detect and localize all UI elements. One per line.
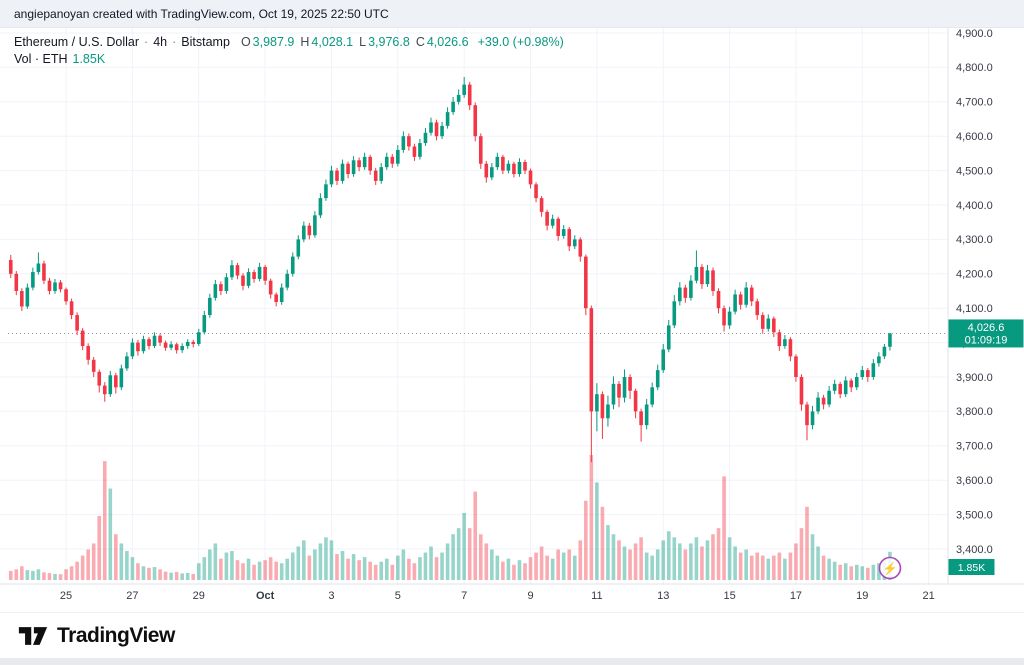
tradingview-logo-icon[interactable] bbox=[18, 623, 48, 649]
time-axis-label: 17 bbox=[790, 590, 802, 602]
boost-icon: ⚡ bbox=[878, 556, 902, 580]
high-letter: H bbox=[300, 35, 310, 49]
exchange-label[interactable]: Bitstamp bbox=[181, 35, 230, 49]
symbol-title[interactable]: Ethereum / U.S. Dollar bbox=[14, 35, 140, 49]
price-axis-label: 4,500.0 bbox=[956, 165, 993, 177]
price-axis-label: 3,800.0 bbox=[956, 406, 993, 418]
open-value: 3,987.9 bbox=[252, 35, 295, 49]
svg-text:⚡: ⚡ bbox=[882, 562, 897, 576]
close-value: 4,026.6 bbox=[426, 35, 469, 49]
price-chart[interactable]: 4,900.0 4,800.0 4,700.0 4,600.0 4,500.0 4,400… bbox=[0, 28, 1024, 612]
time-axis-label: 13 bbox=[657, 590, 669, 602]
high-value: 4,028.1 bbox=[311, 35, 354, 49]
price-axis-label: 4,800.0 bbox=[956, 62, 993, 74]
volume-badge: 1.85K bbox=[948, 559, 995, 575]
volume-badge-value: 1.85K bbox=[958, 562, 985, 574]
legend-volume-row: Vol · ETH 1.85K bbox=[14, 52, 564, 69]
time-axis-label: 9 bbox=[527, 590, 533, 602]
bottom-strip bbox=[0, 658, 1024, 665]
price-axis-label: 4,100.0 bbox=[956, 303, 993, 315]
tradingview-logo-text[interactable]: TradingView bbox=[57, 623, 175, 647]
price-axis-label: 4,300.0 bbox=[956, 234, 993, 246]
legend-separator: · bbox=[172, 35, 177, 49]
price-axis-label: 4,200.0 bbox=[956, 269, 993, 281]
legend-separator: · bbox=[144, 35, 149, 49]
time-axis[interactable]: 25 27 29 Oct 3 5 7 9 11 13 15 17 19 21 bbox=[60, 590, 935, 602]
low-letter: L bbox=[359, 35, 367, 49]
time-axis-label: 11 bbox=[591, 590, 602, 602]
price-axis[interactable]: 4,900.0 4,800.0 4,700.0 4,600.0 4,500.0 4,400… bbox=[956, 28, 993, 556]
price-badge-value: 4,026.6 bbox=[968, 322, 1005, 334]
chart-area[interactable]: 4,900.0 4,800.0 4,700.0 4,600.0 4,500.0 4,400… bbox=[0, 28, 1024, 612]
time-axis-label: 25 bbox=[60, 590, 72, 602]
chart-legend: Ethereum / U.S. Dollar · 4h · Bitstamp O… bbox=[14, 35, 564, 69]
time-axis-label: 15 bbox=[723, 590, 735, 602]
attribution-text: angiepanoyan created with TradingView.co… bbox=[14, 6, 389, 21]
price-axis-label: 4,400.0 bbox=[956, 200, 993, 212]
legend-main-row: Ethereum / U.S. Dollar · 4h · Bitstamp O… bbox=[14, 35, 564, 52]
time-axis-label: 29 bbox=[193, 590, 205, 602]
price-change: +39.0 (+0.98%) bbox=[477, 35, 564, 49]
candle-series bbox=[8, 77, 892, 463]
price-axis-label: 4,700.0 bbox=[956, 97, 993, 109]
price-badge-countdown: 01:09:19 bbox=[965, 334, 1008, 346]
interval-label[interactable]: 4h bbox=[153, 35, 168, 49]
volume-series bbox=[8, 455, 892, 580]
volume-value: 1.85K bbox=[72, 52, 106, 66]
time-axis-label: 7 bbox=[461, 590, 467, 602]
price-axis-label: 4,600.0 bbox=[956, 131, 993, 143]
price-axis-label: 3,400.0 bbox=[956, 544, 993, 556]
close-letter: C bbox=[415, 35, 425, 49]
attribution-bar: angiepanoyan created with TradingView.co… bbox=[0, 0, 1024, 28]
open-letter: O bbox=[240, 35, 251, 49]
footer: TradingView bbox=[0, 612, 1024, 658]
time-axis-label: 5 bbox=[395, 590, 401, 602]
price-axis-label: 4,900.0 bbox=[956, 28, 993, 40]
time-axis-label: Oct bbox=[256, 590, 275, 602]
time-axis-label: 21 bbox=[923, 590, 935, 602]
price-axis-label: 3,600.0 bbox=[956, 475, 993, 487]
low-value: 3,976.8 bbox=[368, 35, 410, 49]
price-badge: 4,026.601:09:19 bbox=[948, 319, 1024, 348]
time-axis-label: 3 bbox=[328, 590, 334, 602]
price-axis-label: 3,500.0 bbox=[956, 509, 993, 521]
price-axis-label: 3,900.0 bbox=[956, 372, 993, 384]
ohlc-values: O 3,987.9 H 4,028.1 L 3,976.8 C 4,026.6 bbox=[241, 35, 469, 49]
time-axis-label: 27 bbox=[126, 590, 138, 602]
time-axis-label: 19 bbox=[856, 590, 868, 602]
grid-lines bbox=[0, 28, 948, 584]
volume-label[interactable]: Vol · ETH bbox=[14, 52, 68, 66]
price-axis-label: 3,700.0 bbox=[956, 441, 993, 453]
